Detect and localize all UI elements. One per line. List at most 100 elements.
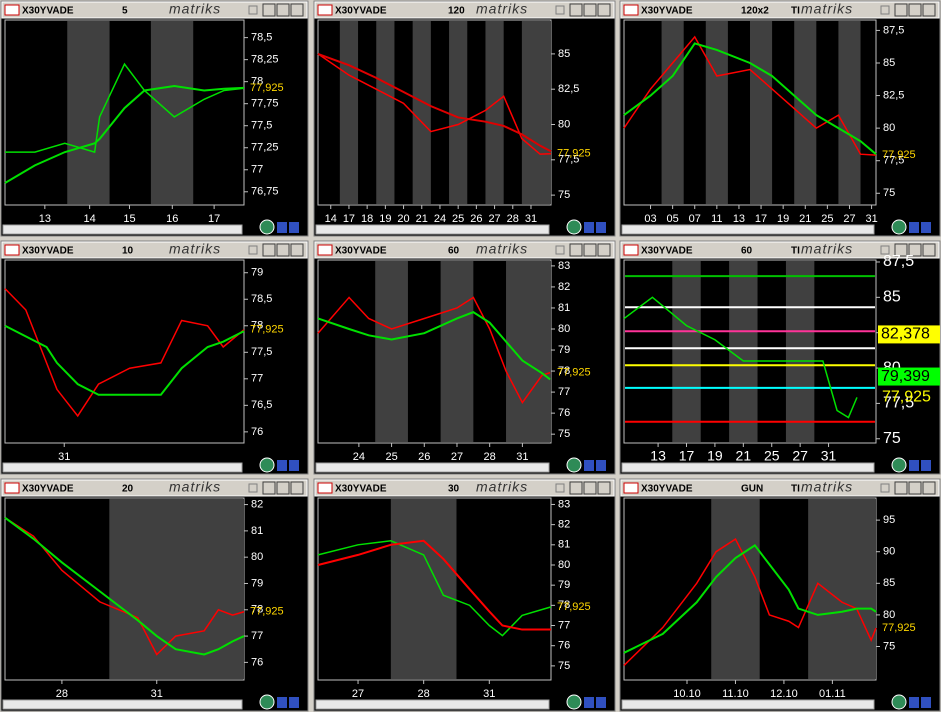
refresh-button[interactable]	[891, 457, 907, 473]
window-button[interactable]	[908, 243, 922, 257]
window-button[interactable]	[290, 243, 304, 257]
window-button[interactable]	[276, 3, 290, 17]
x-tick-label: 13	[39, 213, 51, 225]
window-button[interactable]	[894, 481, 908, 495]
app-icon	[317, 482, 333, 494]
window-button[interactable]	[922, 481, 936, 495]
refresh-button[interactable]	[891, 694, 907, 710]
window-button[interactable]	[262, 481, 276, 495]
x-tick-label: 21	[799, 213, 811, 225]
dropdown-button[interactable]	[880, 245, 890, 255]
scrollbar[interactable]	[621, 462, 875, 473]
scroll-left[interactable]	[909, 460, 919, 471]
y-tick-label: 85	[883, 577, 895, 589]
scrollbar[interactable]	[2, 462, 243, 473]
price-line	[623, 296, 858, 419]
window-button[interactable]	[922, 3, 936, 17]
scroll-left[interactable]	[277, 697, 287, 708]
window-button[interactable]	[908, 481, 922, 495]
scrollbar[interactable]	[2, 224, 243, 235]
scroll-right[interactable]	[921, 697, 931, 708]
window-button[interactable]	[583, 481, 597, 495]
dropdown-button[interactable]	[555, 5, 565, 15]
price-label: 79,399	[881, 368, 930, 385]
refresh-button[interactable]	[566, 694, 582, 710]
y-tick-label: 78	[251, 604, 263, 616]
app-icon	[623, 482, 639, 494]
window-button[interactable]	[569, 3, 583, 17]
window-button[interactable]	[597, 3, 611, 17]
scroll-left[interactable]	[909, 697, 919, 708]
refresh-button[interactable]	[566, 219, 582, 235]
scrollbar[interactable]	[621, 224, 875, 235]
window-button[interactable]	[894, 3, 908, 17]
scroll-right[interactable]	[289, 222, 299, 233]
scroll-right[interactable]	[921, 460, 931, 471]
dropdown-button[interactable]	[880, 5, 890, 15]
y-tick-label: 75	[558, 660, 570, 672]
refresh-button[interactable]	[566, 457, 582, 473]
window-button[interactable]	[276, 243, 290, 257]
y-tick-label: 81	[558, 539, 570, 551]
scroll-right[interactable]	[289, 460, 299, 471]
refresh-button[interactable]	[259, 219, 275, 235]
x-tick-label: 19	[707, 448, 723, 464]
window-button[interactable]	[583, 243, 597, 257]
window-button[interactable]	[597, 481, 611, 495]
window-button[interactable]	[894, 243, 908, 257]
window-button[interactable]	[922, 243, 936, 257]
scroll-left[interactable]	[584, 697, 594, 708]
scroll-left[interactable]	[584, 460, 594, 471]
window-button[interactable]	[290, 481, 304, 495]
x-tick-label: 31	[821, 448, 837, 464]
window-button[interactable]	[276, 481, 290, 495]
x-tick-label: 15	[123, 213, 135, 225]
refresh-button[interactable]	[259, 694, 275, 710]
scrollbar[interactable]	[315, 699, 550, 710]
moving-average	[4, 516, 245, 656]
y-tick-label: 82,5	[883, 89, 904, 101]
session-band	[661, 21, 684, 204]
session-band	[838, 21, 861, 204]
scroll-right[interactable]	[596, 460, 606, 471]
scroll-left[interactable]	[277, 460, 287, 471]
symbol: X30YVADE	[335, 246, 387, 257]
window-button[interactable]	[290, 3, 304, 17]
y-tick-label: 82	[558, 519, 570, 531]
last-price: 77,925	[250, 324, 284, 336]
y-tick-label: 75	[883, 430, 901, 447]
window-button[interactable]	[262, 243, 276, 257]
window-button[interactable]	[262, 3, 276, 17]
window-button[interactable]	[583, 3, 597, 17]
title-bar	[1, 1, 308, 19]
refresh-button[interactable]	[891, 219, 907, 235]
scroll-right[interactable]	[921, 222, 931, 233]
dropdown-button[interactable]	[555, 483, 565, 493]
window-button[interactable]	[569, 481, 583, 495]
dropdown-button[interactable]	[555, 245, 565, 255]
dropdown-button[interactable]	[248, 245, 258, 255]
scrollbar[interactable]	[621, 699, 875, 710]
scroll-left[interactable]	[584, 222, 594, 233]
moving-average	[317, 539, 551, 631]
window-button[interactable]	[597, 243, 611, 257]
refresh-button[interactable]	[259, 457, 275, 473]
scrollbar[interactable]	[315, 462, 550, 473]
scroll-left[interactable]	[909, 222, 919, 233]
dropdown-button[interactable]	[248, 5, 258, 15]
y-tick-label: 77	[251, 630, 263, 642]
dropdown-button[interactable]	[880, 483, 890, 493]
symbol: X30YVADE	[641, 246, 693, 257]
scrollbar[interactable]	[315, 224, 550, 235]
y-tick-label: 78	[251, 76, 263, 88]
window-button[interactable]	[908, 3, 922, 17]
x-tick-label: 13	[733, 213, 745, 225]
scroll-right[interactable]	[596, 697, 606, 708]
x-tick-label: 03	[644, 213, 656, 225]
scroll-right[interactable]	[596, 222, 606, 233]
scrollbar[interactable]	[2, 699, 243, 710]
scroll-left[interactable]	[277, 222, 287, 233]
dropdown-button[interactable]	[248, 483, 258, 493]
window-button[interactable]	[569, 243, 583, 257]
scroll-right[interactable]	[289, 697, 299, 708]
